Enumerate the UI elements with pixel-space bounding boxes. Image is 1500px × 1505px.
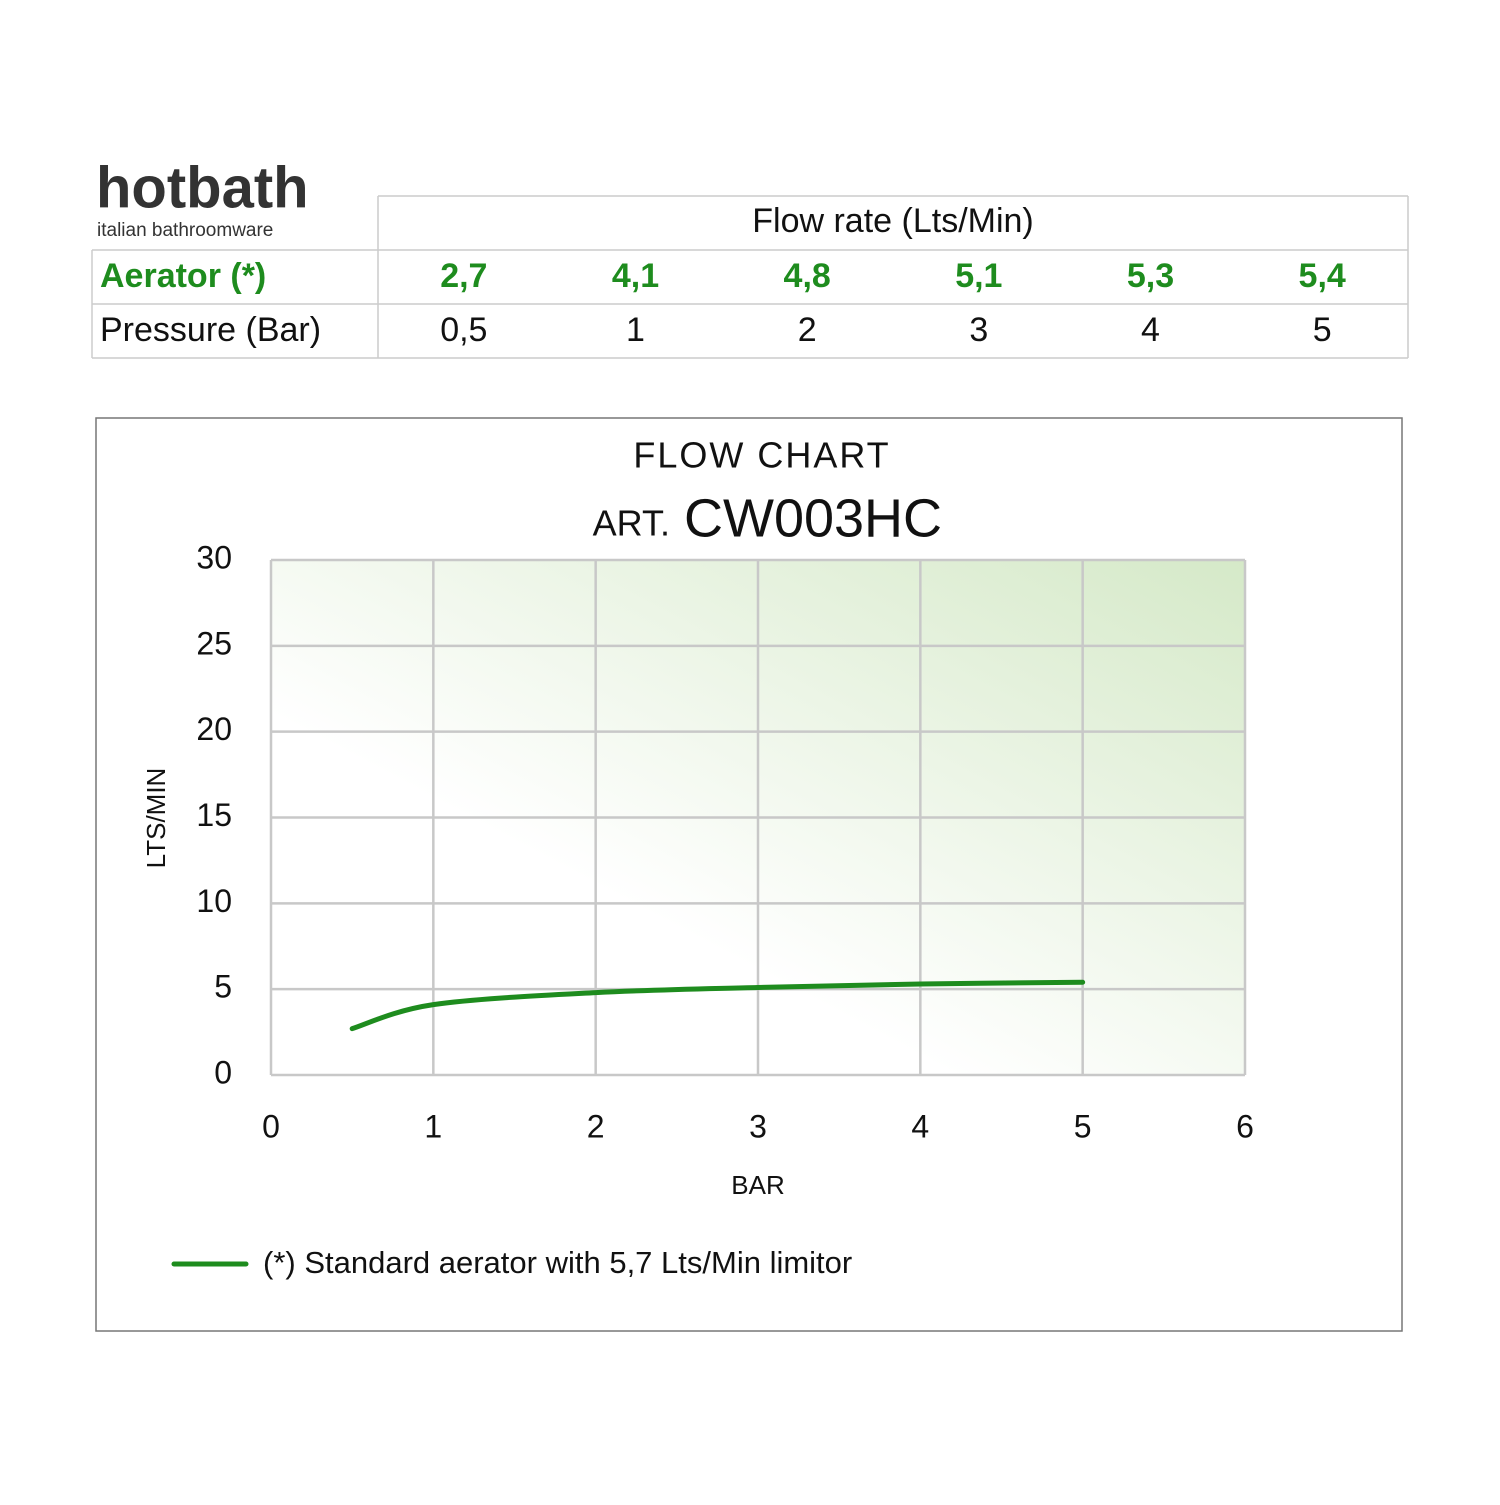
y-tick-label: 20 (196, 711, 232, 747)
table-cell: 0,5 (440, 311, 487, 349)
table-cell: 2 (798, 311, 817, 349)
table-grid (91, 195, 1409, 359)
data-line (349, 979, 1086, 1032)
table-cell: 2,7 (440, 257, 487, 295)
x-tick-label: 0 (262, 1108, 280, 1144)
chart-title: FLOW CHART (633, 435, 890, 476)
table-cell: 5,3 (1127, 257, 1174, 295)
y-tick-label: 25 (196, 625, 232, 661)
x-tick-label: 2 (587, 1108, 605, 1144)
table-cell: Pressure (Bar) (100, 311, 321, 349)
x-tick-label: 4 (911, 1108, 929, 1144)
chart-frame (95, 417, 1403, 1332)
table-cell: 4,1 (612, 257, 659, 295)
table-cell: Aerator (*) (100, 257, 266, 295)
chart-subtitle-prefix: ART. (593, 503, 670, 544)
y-tick-label: 0 (214, 1054, 232, 1090)
x-tick-label: 3 (749, 1108, 767, 1144)
y-tick-label: 5 (214, 969, 232, 1005)
logo-name: hotbath (96, 155, 309, 220)
legend-label: (*) Standard aerator with 5,7 Lts/Min li… (263, 1245, 852, 1280)
table-cell: 5,4 (1299, 257, 1346, 295)
y-tick-label: 15 (196, 797, 232, 833)
x-tick-label: 6 (1236, 1108, 1254, 1144)
y-tick-label: 10 (196, 883, 232, 919)
table-cell: 3 (969, 311, 988, 349)
y-axis-label: LTS/MIN (141, 768, 171, 869)
table-cell: 4 (1141, 311, 1160, 349)
table-cell: 5,1 (955, 257, 1002, 295)
y-tick-label: 30 (196, 539, 232, 575)
logo-tagline: italian bathroomware (97, 220, 273, 241)
x-tick-label: 1 (424, 1108, 442, 1144)
table-cell: 1 (626, 311, 645, 349)
table-cell: 5 (1313, 311, 1332, 349)
x-tick-label: 5 (1074, 1108, 1092, 1144)
table-header: Flow rate (Lts/Min) (752, 202, 1034, 240)
table-cell: 4,8 (784, 257, 831, 295)
x-axis-label: BAR (731, 1170, 784, 1200)
chart-subtitle: CW003HC (684, 488, 942, 548)
